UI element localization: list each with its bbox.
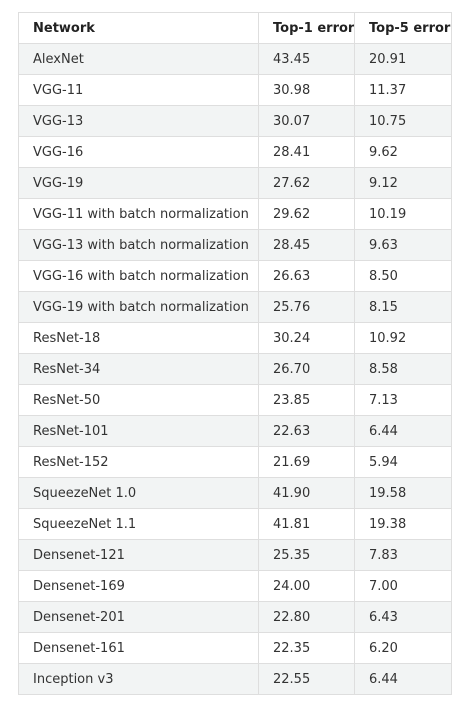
network-cell: SqueezeNet 1.1 <box>18 508 259 540</box>
network-cell: VGG-19 with batch normalization <box>18 291 259 323</box>
top5-error-cell: 6.44 <box>354 415 452 447</box>
top1-error-cell: 24.00 <box>258 570 355 602</box>
top5-error-cell: 7.13 <box>354 384 452 416</box>
top5-error-cell: 8.50 <box>354 260 452 292</box>
table-row: AlexNet 43.45 20.91 <box>18 43 452 75</box>
top5-error-cell: 9.12 <box>354 167 452 199</box>
top5-error-cell: 6.44 <box>354 663 452 695</box>
top5-error-cell: 6.20 <box>354 632 452 664</box>
table-row: Densenet-161 22.35 6.20 <box>18 632 452 664</box>
table-row: Densenet-201 22.80 6.43 <box>18 601 452 633</box>
table-row: VGG-11 30.98 11.37 <box>18 74 452 106</box>
table-row: VGG-13 30.07 10.75 <box>18 105 452 137</box>
network-cell: VGG-19 <box>18 167 259 199</box>
top5-error-cell: 8.58 <box>354 353 452 385</box>
table-row: VGG-19 27.62 9.12 <box>18 167 452 199</box>
top5-error-cell: 7.00 <box>354 570 452 602</box>
network-cell: ResNet-101 <box>18 415 259 447</box>
top1-error-cell: 41.81 <box>258 508 355 540</box>
table-body: AlexNet 43.45 20.91 VGG-11 30.98 11.37 VGG-13 3… <box>18 43 452 695</box>
top5-error-cell: 9.62 <box>354 136 452 168</box>
network-cell: ResNet-152 <box>18 446 259 478</box>
top5-error-cell: 6.43 <box>354 601 452 633</box>
top1-error-cell: 27.62 <box>258 167 355 199</box>
network-cell: SqueezeNet 1.0 <box>18 477 259 509</box>
network-cell: AlexNet <box>18 43 259 75</box>
table-row: VGG-19 with batch normalization 25.76 8.15 <box>18 291 452 323</box>
table-row: SqueezeNet 1.0 41.90 19.58 <box>18 477 452 509</box>
table-row: VGG-11 with batch normalization 29.62 10.1… <box>18 198 452 230</box>
top5-error-cell: 20.91 <box>354 43 452 75</box>
top5-error-cell: 9.63 <box>354 229 452 261</box>
results-table-container: Network Top-1 error Top-5 error AlexNet 4… <box>18 12 452 695</box>
network-cell: Densenet-201 <box>18 601 259 633</box>
top1-error-cell: 26.70 <box>258 353 355 385</box>
header-top5-error: Top-5 error <box>354 12 452 44</box>
network-cell: Inception v3 <box>18 663 259 695</box>
network-cell: VGG-13 <box>18 105 259 137</box>
top1-error-cell: 43.45 <box>258 43 355 75</box>
table-row: VGG-16 with batch normalization 26.63 8.50 <box>18 260 452 292</box>
network-cell: VGG-11 with batch normalization <box>18 198 259 230</box>
table-row: ResNet-152 21.69 5.94 <box>18 446 452 478</box>
table-header-row: Network Top-1 error Top-5 error <box>18 12 452 44</box>
top1-error-cell: 29.62 <box>258 198 355 230</box>
table-row: VGG-16 28.41 9.62 <box>18 136 452 168</box>
top1-error-cell: 21.69 <box>258 446 355 478</box>
error-rate-table: Network Top-1 error Top-5 error AlexNet 4… <box>18 12 452 695</box>
top1-error-cell: 22.35 <box>258 632 355 664</box>
table-row: ResNet-101 22.63 6.44 <box>18 415 452 447</box>
network-cell: Densenet-161 <box>18 632 259 664</box>
network-cell: ResNet-50 <box>18 384 259 416</box>
top1-error-cell: 30.07 <box>258 105 355 137</box>
header-network: Network <box>18 12 259 44</box>
network-cell: Densenet-169 <box>18 570 259 602</box>
top1-error-cell: 26.63 <box>258 260 355 292</box>
top5-error-cell: 11.37 <box>354 74 452 106</box>
table-row: ResNet-18 30.24 10.92 <box>18 322 452 354</box>
table-row: ResNet-34 26.70 8.58 <box>18 353 452 385</box>
top5-error-cell: 19.58 <box>354 477 452 509</box>
top1-error-cell: 22.63 <box>258 415 355 447</box>
network-cell: VGG-13 with batch normalization <box>18 229 259 261</box>
top5-error-cell: 10.19 <box>354 198 452 230</box>
top5-error-cell: 8.15 <box>354 291 452 323</box>
top1-error-cell: 28.45 <box>258 229 355 261</box>
top5-error-cell: 10.92 <box>354 322 452 354</box>
top5-error-cell: 10.75 <box>354 105 452 137</box>
network-cell: VGG-16 <box>18 136 259 168</box>
header-top1-error: Top-1 error <box>258 12 355 44</box>
table-row: SqueezeNet 1.1 41.81 19.38 <box>18 508 452 540</box>
top1-error-cell: 41.90 <box>258 477 355 509</box>
top1-error-cell: 30.24 <box>258 322 355 354</box>
top1-error-cell: 28.41 <box>258 136 355 168</box>
top1-error-cell: 25.35 <box>258 539 355 571</box>
top5-error-cell: 5.94 <box>354 446 452 478</box>
network-cell: ResNet-18 <box>18 322 259 354</box>
network-cell: VGG-11 <box>18 74 259 106</box>
top5-error-cell: 19.38 <box>354 508 452 540</box>
top1-error-cell: 30.98 <box>258 74 355 106</box>
table-row: Inception v3 22.55 6.44 <box>18 663 452 695</box>
network-cell: VGG-16 with batch normalization <box>18 260 259 292</box>
network-cell: ResNet-34 <box>18 353 259 385</box>
top5-error-cell: 7.83 <box>354 539 452 571</box>
top1-error-cell: 23.85 <box>258 384 355 416</box>
table-row: Densenet-169 24.00 7.00 <box>18 570 452 602</box>
table-row: ResNet-50 23.85 7.13 <box>18 384 452 416</box>
top1-error-cell: 22.80 <box>258 601 355 633</box>
network-cell: Densenet-121 <box>18 539 259 571</box>
table-row: Densenet-121 25.35 7.83 <box>18 539 452 571</box>
top1-error-cell: 22.55 <box>258 663 355 695</box>
table-row: VGG-13 with batch normalization 28.45 9.63 <box>18 229 452 261</box>
top1-error-cell: 25.76 <box>258 291 355 323</box>
